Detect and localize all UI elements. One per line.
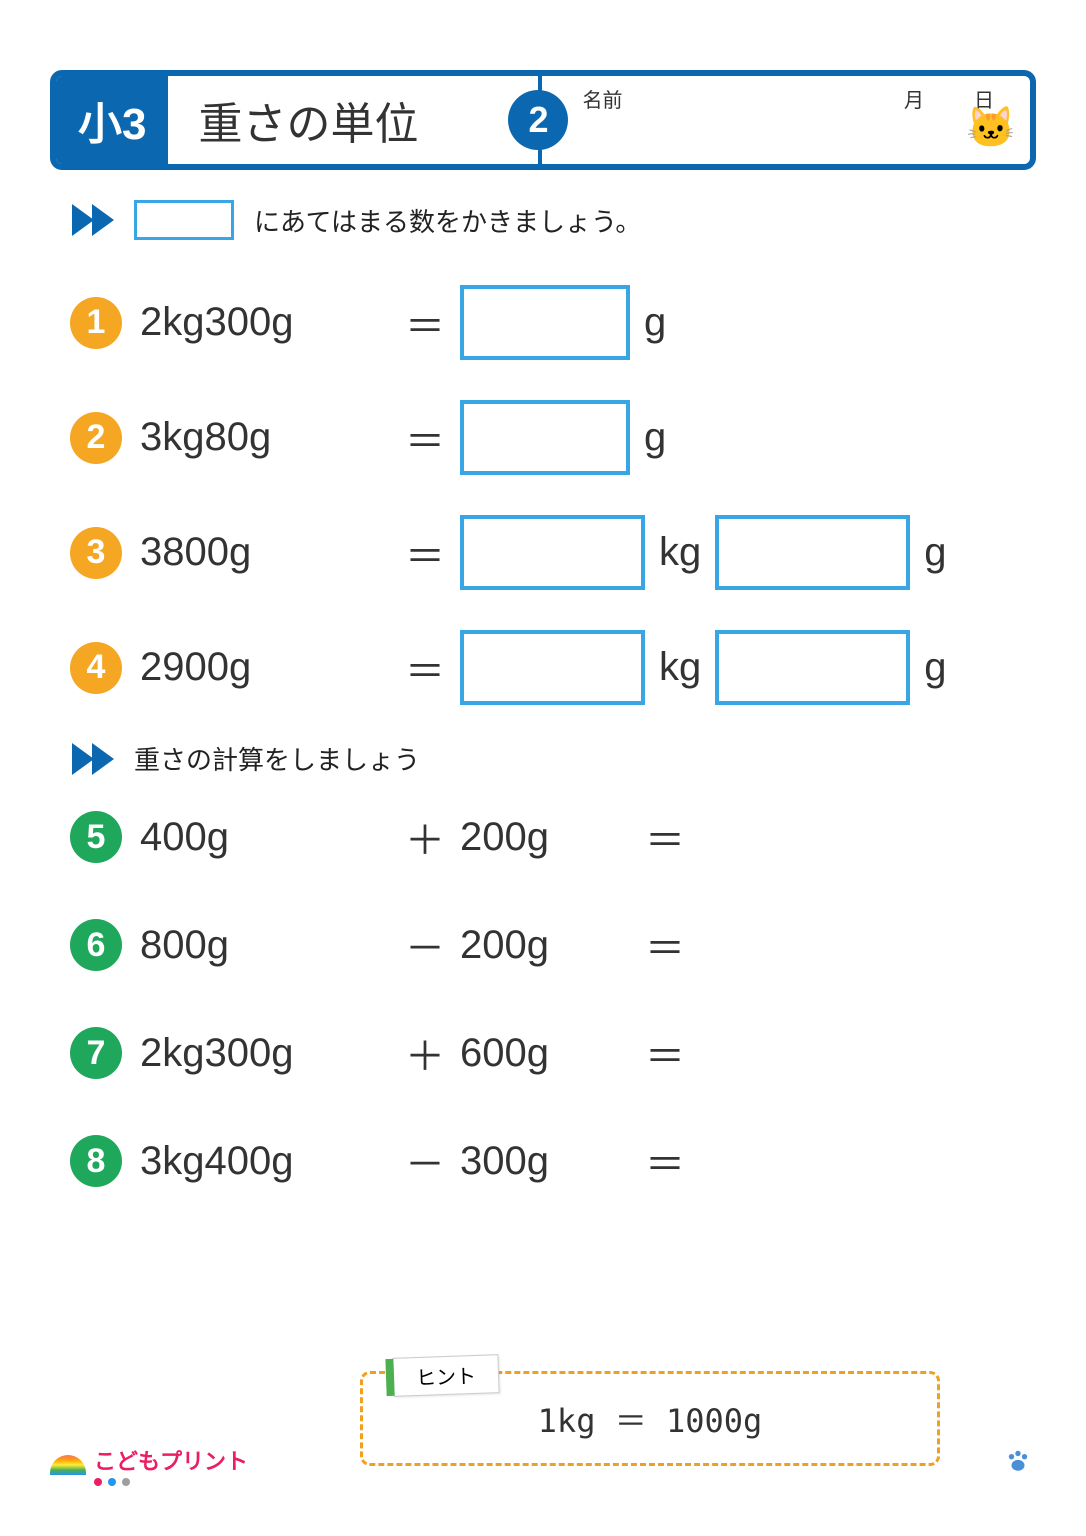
equals-sign: ＝ (630, 1132, 700, 1190)
answer-box[interactable] (460, 630, 645, 705)
unit-label: kg (659, 530, 701, 575)
problem-number-badge: 3 (70, 527, 122, 579)
worksheet-title: 重さの単位 (198, 88, 418, 152)
operator: ＋ (390, 808, 460, 866)
section1-instruction-row: にあてはまる数をかきましょう。 (50, 200, 1036, 240)
cat-mascot-icon: 🐱 (966, 104, 1016, 151)
unit-label: g (924, 645, 946, 690)
problem-rhs: 200g (460, 815, 630, 860)
logo-dot (94, 1478, 102, 1486)
equals-sign: ＝ (390, 294, 460, 352)
problem-row: 4 2900g ＝ kg g (70, 625, 1036, 710)
footer-logo: こどもプリント (50, 1444, 248, 1486)
chevron-arrow-icon (70, 743, 114, 775)
conversion-problems: 1 2kg300g ＝ g 2 3kg80g ＝ g 3 3800g ＝ kg g… (50, 280, 1036, 710)
problem-row: 3 3800g ＝ kg g (70, 510, 1036, 595)
equals-sign: ＝ (630, 916, 700, 974)
problem-rhs: 200g (460, 923, 630, 968)
problem-row: 7 2kg300g ＋ 600g ＝ (70, 1023, 1036, 1083)
problem-rhs: 600g (460, 1031, 630, 1076)
answer-box[interactable] (460, 400, 630, 475)
problem-row: 1 2kg300g ＝ g (70, 280, 1036, 365)
problem-number-badge: 4 (70, 642, 122, 694)
title-area: 重さの単位 (168, 76, 518, 164)
problem-lhs: 400g (140, 815, 390, 860)
unit-label: g (644, 415, 666, 460)
problem-rhs: 300g (460, 1139, 630, 1184)
problem-lhs: 2900g (140, 645, 390, 690)
problem-number-badge: 7 (70, 1027, 122, 1079)
answer-box[interactable] (460, 285, 630, 360)
problem-number-badge: 6 (70, 919, 122, 971)
unit-label: g (924, 530, 946, 575)
operator: ＋ (390, 1024, 460, 1082)
paw-icon (1005, 1448, 1031, 1481)
operator: － (390, 1132, 460, 1190)
answer-box[interactable] (715, 630, 910, 705)
grade-badge: 小3 (56, 76, 168, 164)
hint-box: ヒント 1kg ＝ 1000g (360, 1371, 940, 1466)
logo-dot (122, 1478, 130, 1486)
problem-lhs: 3800g (140, 530, 390, 575)
problem-number-badge: 8 (70, 1135, 122, 1187)
section2-instruction-row: 重さの計算をしましょう (50, 740, 1036, 777)
problem-number-badge: 5 (70, 811, 122, 863)
equals-sign: ＝ (630, 808, 700, 866)
problem-lhs: 3kg80g (140, 415, 390, 460)
section2-instruction: 重さの計算をしましょう (134, 740, 420, 777)
problem-lhs: 800g (140, 923, 390, 968)
problem-lhs: 3kg400g (140, 1139, 390, 1184)
answer-box[interactable] (715, 515, 910, 590)
problem-row: 8 3kg400g － 300g ＝ (70, 1131, 1036, 1191)
logo-dots (94, 1478, 248, 1486)
problem-row: 6 800g － 200g ＝ (70, 915, 1036, 975)
problem-row: 2 3kg80g ＝ g (70, 395, 1036, 480)
example-blank-box (134, 200, 234, 240)
calculation-problems: 5 400g ＋ 200g ＝ 6 800g － 200g ＝ 7 2kg300… (50, 807, 1036, 1191)
problem-row: 5 400g ＋ 200g ＝ (70, 807, 1036, 867)
operator: － (390, 916, 460, 974)
worksheet-header: 小3 重さの単位 2 名前 月 日 🐱 (50, 70, 1036, 170)
unit-label: g (644, 300, 666, 345)
logo-text: こどもプリント (94, 1444, 248, 1476)
rainbow-icon (50, 1455, 86, 1475)
answer-box[interactable] (460, 515, 645, 590)
equals-sign: ＝ (390, 524, 460, 582)
section1-instruction: にあてはまる数をかきましょう。 (254, 202, 641, 239)
month-label: 月 (904, 84, 924, 113)
hint-label-tab: ヒント (392, 1354, 499, 1397)
equals-sign: ＝ (630, 1024, 700, 1082)
name-label: 名前 (582, 84, 622, 113)
problem-lhs: 2kg300g (140, 300, 390, 345)
problem-number-badge: 1 (70, 297, 122, 349)
problem-lhs: 2kg300g (140, 1031, 390, 1076)
hint-text: 1kg ＝ 1000g (538, 1396, 763, 1442)
equals-sign: ＝ (390, 639, 460, 697)
name-date-area: 名前 月 日 🐱 (538, 76, 1030, 164)
chevron-arrow-icon (70, 204, 114, 236)
unit-label: kg (659, 645, 701, 690)
equals-sign: ＝ (390, 409, 460, 467)
logo-dot (108, 1478, 116, 1486)
problem-number-badge: 2 (70, 412, 122, 464)
